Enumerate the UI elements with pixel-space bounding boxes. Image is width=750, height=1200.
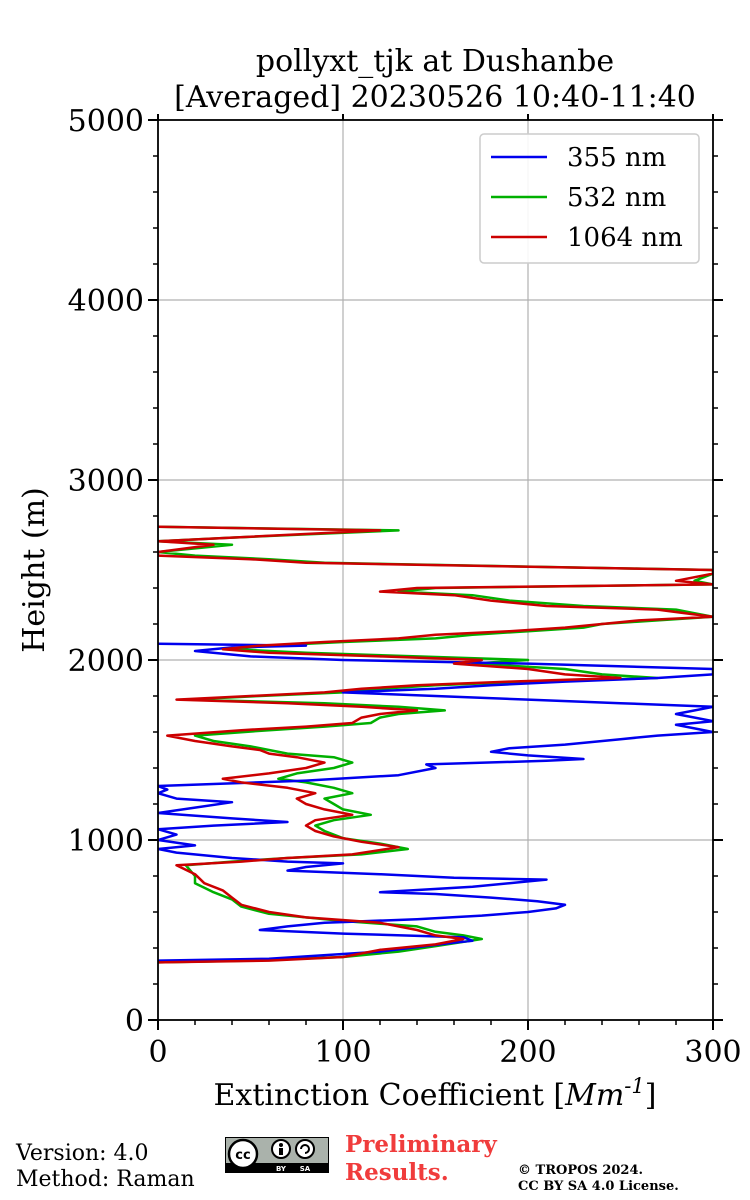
chart-title: pollyxt_tjk at Dushanbe	[255, 44, 615, 79]
x-tick-label: 300	[684, 1035, 741, 1070]
y-tick-label: 5000	[68, 104, 144, 139]
grid-lines	[158, 120, 713, 1020]
version-text: Version: 4.0	[16, 1141, 149, 1166]
series-line-355-nm	[158, 642, 713, 962]
plot-frame	[157, 119, 714, 1021]
y-tick-label: 0	[125, 1004, 144, 1039]
method-text: Method: Raman	[16, 1167, 195, 1192]
y-axis-label: Height (m)	[17, 487, 52, 652]
series-group	[158, 525, 713, 964]
legend-label: 355 nm	[567, 143, 666, 173]
legend-label: 532 nm	[567, 183, 666, 213]
series-line-532-nm	[158, 525, 713, 964]
copyright-note: © TROPOS 2024. CC BY SA 4.0 License.	[518, 1163, 679, 1195]
axes	[157, 119, 714, 1021]
series-clip-group	[158, 525, 713, 964]
series-line-1064-nm	[158, 525, 713, 964]
x-tick-label: 200	[499, 1035, 556, 1070]
legend-box	[479, 133, 700, 264]
legend-label: 1064 nm	[567, 223, 683, 253]
svg-text:cc: cc	[235, 1148, 250, 1163]
preliminary-line-2: Results.	[345, 1159, 449, 1186]
legend: 355 nm 532 nm 1064 nm	[479, 133, 700, 264]
y-tick-label: 3000	[68, 464, 144, 499]
y-tick-label: 4000	[68, 284, 144, 319]
y-tick-label: 2000	[68, 644, 144, 679]
svg-text:BY: BY	[276, 1165, 287, 1173]
chart-subtitle: [Averaged] 20230526 10:40-11:40	[174, 80, 696, 115]
copyright-line-2: CC BY SA 4.0 License.	[518, 1179, 679, 1194]
copyright-line-1: © TROPOS 2024.	[518, 1163, 644, 1178]
preliminary-line-1: Preliminary	[345, 1131, 497, 1158]
y-tick-label: 1000	[68, 824, 144, 859]
x-tick-label: 0	[148, 1035, 167, 1070]
cc-by-sa-badge: cc BY SA	[225, 1137, 329, 1173]
x-axis-label: Extinction Coefficient [Mm-1]	[214, 1074, 657, 1113]
preliminary-results-note: Preliminary Results.	[345, 1131, 497, 1187]
svg-text:SA: SA	[300, 1165, 311, 1173]
x-tick-label: 100	[314, 1035, 371, 1070]
